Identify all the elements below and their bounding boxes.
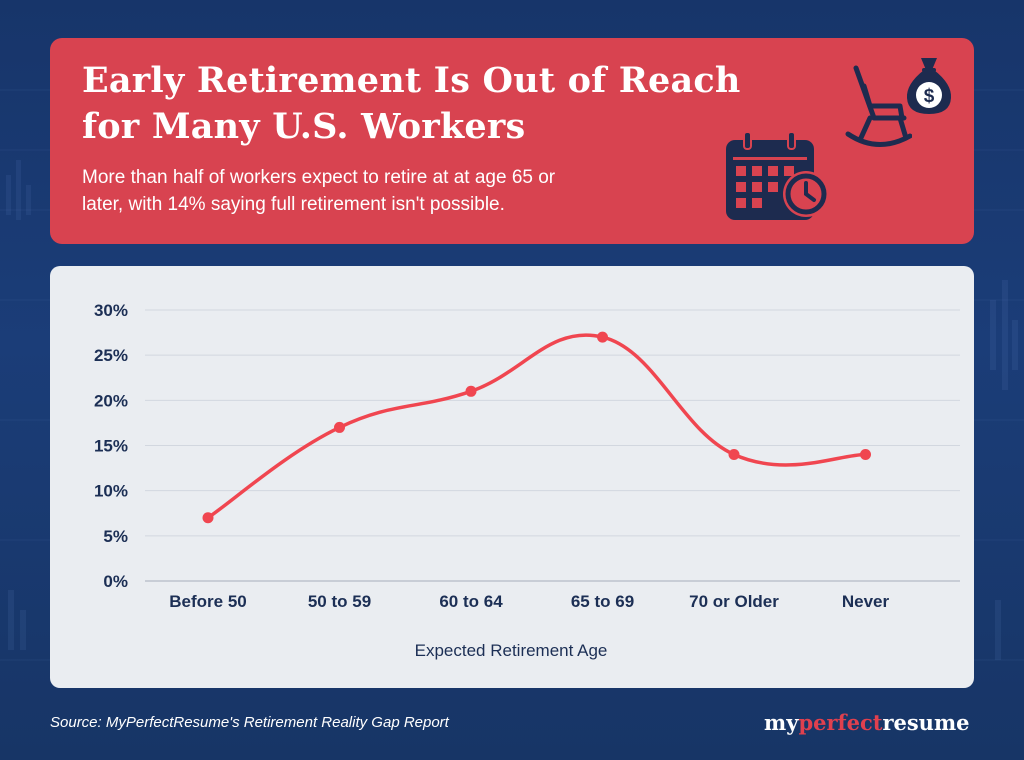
line-chart: 0% 5% 10% 15% 20% 25% 30% Before 50 50 to 59 60 t… [94, 301, 960, 660]
x-tick-label: 65 to 69 [571, 592, 634, 611]
x-tick-label: Never [842, 592, 890, 611]
source-note: Source: MyPerfectResume's Retirement Rea… [50, 714, 449, 731]
x-tick-label: 70 or Older [689, 592, 779, 611]
y-tick-label: 10% [94, 482, 128, 501]
x-tick-label: Before 50 [169, 592, 246, 611]
brand-logo: myperfectresume [764, 710, 970, 735]
data-point [465, 385, 477, 397]
header-card: Early Retirement Is Out of Reach for Many… [50, 38, 974, 244]
data-point [334, 421, 345, 433]
chart-card: 0% 5% 10% 15% 20% 25% 30% Before 50 50 to 59 60 t… [50, 266, 974, 688]
chart-title: Early Retirement Is Out of Reach for Many… [82, 60, 741, 147]
calendar-clock-icon [726, 131, 829, 220]
series-line [206, 333, 868, 520]
data-point [202, 512, 214, 524]
y-tick-label: 15% [94, 437, 128, 456]
y-tick-label: 20% [94, 391, 128, 410]
x-tick-label: 50 to 59 [308, 592, 371, 611]
rocking-chair-icon [845, 65, 912, 147]
x-tick-label: 60 to 64 [439, 592, 503, 611]
y-tick-label: 30% [94, 301, 128, 320]
y-tick-label: 5% [103, 527, 128, 546]
y-tick-label: 0% [103, 572, 128, 591]
y-tick-label: 25% [94, 346, 128, 365]
money-bag-icon: $ [906, 58, 952, 114]
chart-subtitle: More than half of workers expect to reti… [82, 167, 556, 215]
data-point [597, 331, 608, 343]
dollar-sign: $ [924, 86, 935, 107]
x-axis-title: Expected Retirement Age [415, 641, 608, 660]
data-point [728, 449, 740, 461]
data-point [860, 449, 871, 461]
